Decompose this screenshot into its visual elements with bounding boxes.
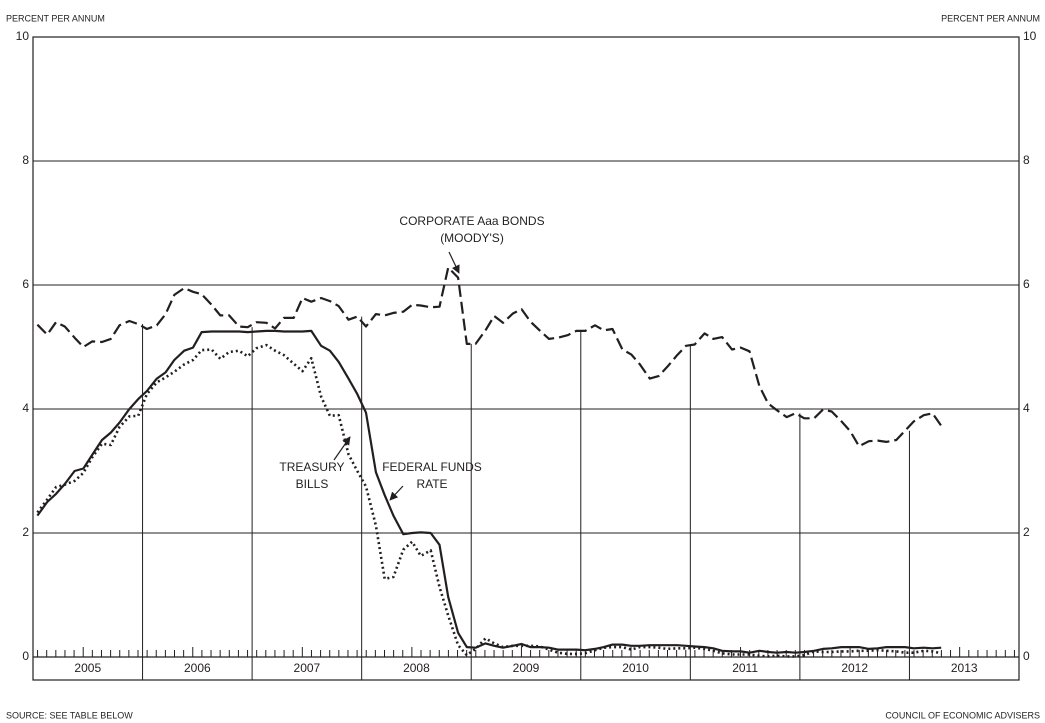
plot-frame <box>32 36 1020 681</box>
x-tick-label: 2010 <box>622 661 649 675</box>
annotation: TREASURY <box>279 460 344 474</box>
y2-tick-label: 8 <box>1023 153 1030 167</box>
y-tick-label: 0 <box>22 649 29 663</box>
y2-tick-label: 2 <box>1023 525 1030 539</box>
x-tick-label: 2012 <box>841 661 868 675</box>
y-tick-label: 8 <box>22 153 29 167</box>
annotation: RATE <box>416 477 447 491</box>
annotation: CORPORATE Aaa BONDS <box>399 214 544 228</box>
y-tick-label: 10 <box>16 29 30 43</box>
annotation-arrow <box>448 251 460 274</box>
series-line <box>36 343 942 658</box>
x-tick-label: 2009 <box>513 661 540 675</box>
annotation: FEDERAL FUNDS <box>382 460 482 474</box>
x-tick-label: 2013 <box>951 661 978 675</box>
series-line <box>36 329 942 654</box>
x-tick-label: 2011 <box>732 661 758 675</box>
annotation: BILLS <box>296 477 329 491</box>
annotation-arrow <box>389 485 404 501</box>
y-axis-label: PERCENT PER ANNUM <box>941 13 1040 23</box>
x-tick-label: 2008 <box>403 661 430 675</box>
x-tick-label: 2007 <box>294 661 321 675</box>
annotation-arrow <box>333 436 351 461</box>
y2-tick-label: 4 <box>1023 401 1030 415</box>
source-note: SOURCE: SEE TABLE BELOW <box>6 710 133 720</box>
y2-tick-label: 6 <box>1023 277 1030 291</box>
annotation: (MOODY'S) <box>440 231 504 245</box>
y-tick-label: 4 <box>22 401 29 415</box>
credit-note: COUNCIL OF ECONOMIC ADVISERS <box>885 710 1040 720</box>
y2-tick-label: 0 <box>1023 649 1030 663</box>
y-tick-label: 6 <box>22 277 29 291</box>
x-tick-label: 2005 <box>74 661 101 675</box>
y-axis-label: PERCENT PER ANNUM <box>6 13 105 23</box>
series-line <box>36 266 943 448</box>
y2-tick-label: 10 <box>1023 29 1037 43</box>
x-tick-label: 2006 <box>184 661 211 675</box>
y-tick-label: 2 <box>22 525 29 539</box>
